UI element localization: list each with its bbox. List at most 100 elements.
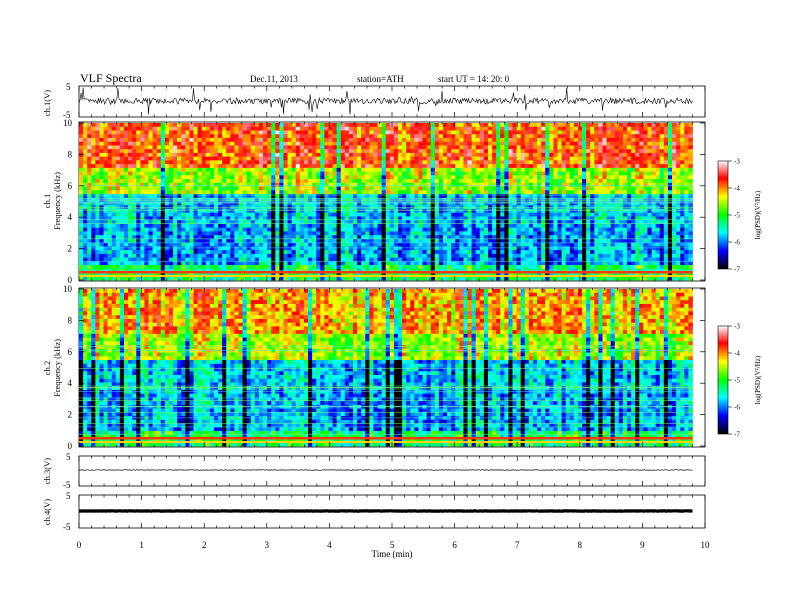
spectrogram-cell — [213, 134, 219, 139]
spectrogram-cell — [553, 156, 558, 161]
spectrogram-cell — [508, 227, 513, 232]
spectrogram-cell — [213, 231, 219, 236]
spectrogram-cell — [308, 265, 313, 270]
spectrogram-cell — [185, 123, 190, 128]
spectrogram-cell — [348, 194, 354, 199]
spectrogram-cell — [87, 227, 92, 232]
spectrogram-cell — [218, 238, 223, 244]
spectrogram-cell — [561, 197, 567, 202]
spectrogram-cell — [512, 253, 518, 258]
spectrogram-cell — [500, 179, 505, 184]
spectrogram-cell — [373, 175, 378, 180]
spectrogram-cell — [107, 194, 113, 199]
spectrogram-cell — [426, 208, 432, 214]
spectrogram-cell — [389, 257, 395, 262]
spectrogram-cell — [295, 208, 301, 214]
spectrogram-cell — [83, 164, 88, 169]
spectrogram-cell — [459, 190, 464, 195]
spectrogram-cell — [398, 220, 403, 225]
spectrogram-cell — [381, 149, 387, 154]
spectrogram-cell — [524, 152, 530, 158]
spectrogram-cell — [524, 141, 530, 146]
spectrogram-cell — [242, 220, 248, 225]
spectrogram-cell — [254, 261, 260, 266]
spectrogram-cell — [95, 227, 100, 232]
spectrogram-cell — [164, 231, 170, 236]
spectrogram-cell — [332, 175, 338, 180]
spectrogram-cell — [234, 276, 239, 281]
spectrogram-cell — [164, 149, 170, 154]
spectrogram-cell — [132, 208, 137, 214]
spectrogram-cell — [414, 167, 419, 172]
spectrogram-cell — [287, 197, 293, 202]
spectrogram-cell — [463, 130, 468, 135]
spectrogram-cell — [398, 216, 403, 221]
spectrogram-cell — [537, 186, 542, 191]
spectrogram-cell — [553, 186, 558, 191]
spectrogram-cell — [344, 190, 350, 195]
spectrogram-cell — [512, 265, 518, 270]
spectrogram-cell — [152, 238, 158, 244]
spectrogram-cell — [291, 149, 297, 154]
spectrogram-cell — [328, 208, 333, 214]
spectrogram-cell — [246, 268, 252, 273]
spectrogram-cell — [79, 175, 84, 180]
spectrogram-cell — [152, 276, 158, 281]
spectrogram-cell — [185, 141, 190, 146]
spectrogram-cell — [87, 250, 92, 255]
spectrogram-cell — [385, 238, 391, 244]
spectrogram-cell — [532, 250, 538, 255]
spectrogram-cell — [205, 182, 211, 187]
spectrogram-cell — [177, 246, 182, 251]
spectrogram-cell — [545, 130, 550, 135]
spectrogram-cell — [443, 268, 448, 273]
spectrogram-cell — [426, 175, 432, 180]
spectrogram-cell — [308, 246, 313, 251]
spectrogram-cell — [426, 235, 432, 240]
spectrogram-cell — [197, 208, 203, 214]
spectrogram-cell — [357, 227, 362, 232]
spectrogram-cell — [324, 156, 329, 161]
spectrogram-cell — [128, 156, 133, 161]
spectrogram-cell — [99, 134, 104, 139]
spectrogram-cell — [545, 145, 550, 150]
spectrogram-cell — [164, 276, 170, 281]
spectrogram-cell — [336, 238, 342, 244]
spectrogram-cell — [430, 194, 436, 199]
spectrogram-cell — [500, 156, 505, 161]
spectrogram-cell — [250, 208, 256, 214]
spectrogram-cell — [87, 265, 92, 270]
spectrogram-cell — [455, 123, 460, 128]
spectrogram-cell — [156, 272, 162, 277]
spectrogram-cell — [520, 179, 526, 184]
spectrogram-cell — [226, 149, 231, 154]
spectrogram-cell — [447, 205, 452, 210]
spectrogram-cell — [173, 167, 178, 172]
spectrogram-cell — [111, 220, 117, 225]
spectrogram-cell — [418, 175, 423, 180]
spectrogram-cell — [524, 197, 530, 202]
spectrogram-cell — [295, 268, 301, 273]
spectrogram-cell — [500, 130, 505, 135]
spectrogram-cell — [197, 179, 203, 184]
spectrogram-cell — [115, 152, 121, 158]
spectrogram-cell — [308, 123, 313, 128]
spectrogram-cell — [500, 238, 505, 244]
spectrogram-cell — [377, 276, 383, 281]
spectrogram-cell — [430, 205, 436, 210]
spectrogram-cell — [483, 201, 489, 206]
spectrogram-cell — [365, 164, 370, 169]
spectrogram-cell — [549, 268, 554, 273]
spectrogram-cell — [79, 197, 84, 202]
spectrogram-cell — [234, 194, 239, 199]
spectrogram-cell — [291, 238, 297, 244]
spectrogram-cell — [516, 268, 522, 273]
spectrogram-cell — [119, 257, 125, 262]
spectrogram-cell — [373, 220, 378, 225]
spectrogram-cell — [283, 175, 288, 180]
spectrogram-cell — [132, 223, 137, 229]
spectrogram-cell — [479, 126, 485, 131]
spectrogram-cell — [128, 179, 133, 184]
spectrogram-cell — [438, 235, 444, 240]
spectrogram-cell — [528, 242, 534, 247]
